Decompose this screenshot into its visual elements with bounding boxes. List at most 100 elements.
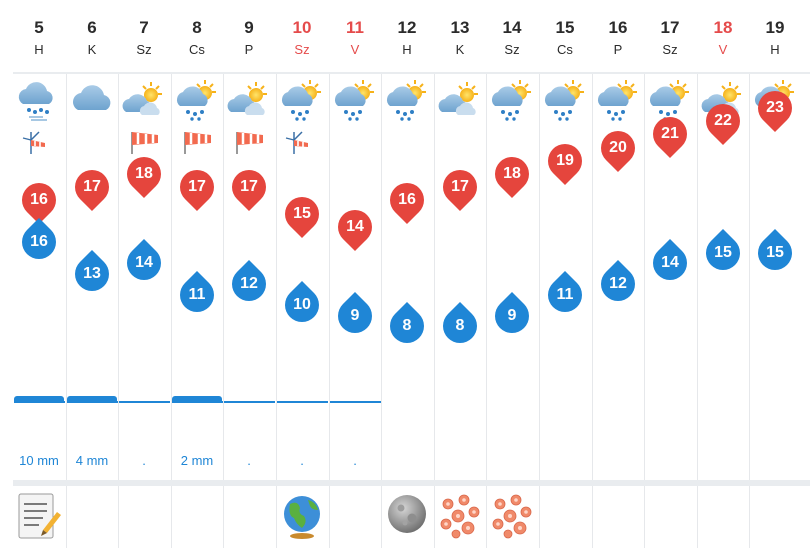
day-header[interactable]: 12 H <box>381 0 433 72</box>
sun-cloud-rain-icon <box>329 74 381 126</box>
day-column[interactable]: 20 12 <box>592 74 644 548</box>
day-column[interactable]: 17 12. <box>223 74 275 548</box>
wind-vane-icon <box>276 126 328 156</box>
max-temp-value: 23 <box>766 99 784 116</box>
windsock-icon <box>223 126 275 156</box>
globe-icon <box>276 490 328 542</box>
day-column[interactable]: 19 11 <box>539 74 591 548</box>
moon-icon <box>381 490 433 542</box>
day-column[interactable]: 17 11 2 mm <box>171 74 223 548</box>
precipitation-bar <box>67 396 117 402</box>
day-column[interactable]: 22 15 <box>697 74 749 548</box>
windsock-icon <box>171 126 223 156</box>
max-temp-value: 20 <box>609 138 627 156</box>
day-name: H <box>34 42 44 57</box>
max-temp-value: 17 <box>83 178 101 196</box>
day-number: 11 <box>346 18 364 37</box>
day-name: Sz <box>504 42 520 57</box>
max-temp-value: 17 <box>188 178 206 196</box>
precipitation-baseline <box>330 401 381 403</box>
precipitation-amount: 2 mm <box>180 453 214 468</box>
day-number: 18 <box>713 18 733 37</box>
sun-cloud-rain-icon <box>171 74 223 126</box>
day-number: 19 <box>765 18 785 37</box>
day-name: K <box>455 42 465 57</box>
day-column[interactable]: 16 16 10 mm <box>13 74 65 548</box>
column-divider <box>381 74 382 548</box>
day-header[interactable]: 14 Sz <box>486 0 538 72</box>
min-temp-value: 9 <box>507 306 517 324</box>
column-divider <box>697 74 698 548</box>
day-header[interactable]: 7 Sz <box>118 0 170 72</box>
precipitation-amount: . <box>353 453 357 468</box>
day-column[interactable]: 18 9 <box>486 74 538 548</box>
precipitation-amount: . <box>142 453 146 468</box>
precipitation-amount: . <box>300 453 304 468</box>
precipitation-amount: 4 mm <box>75 453 109 468</box>
min-temp-value: 8 <box>402 317 412 334</box>
day-column[interactable]: 17 8 <box>434 74 486 548</box>
day-header[interactable]: 15 Cs <box>539 0 591 72</box>
day-header[interactable]: 8 Cs <box>171 0 223 72</box>
min-temp-value: 14 <box>135 254 153 271</box>
precipitation-amount: . <box>247 453 251 468</box>
precipitation-baseline <box>277 401 328 403</box>
min-temp-value: 10 <box>293 296 311 313</box>
day-header[interactable]: 13 K <box>434 0 486 72</box>
partly-cloudy-icon <box>223 74 275 126</box>
sun-cloud-rain-icon <box>381 74 433 126</box>
day-header[interactable]: 17 Sz <box>644 0 696 72</box>
partly-cloudy-icon <box>118 74 170 126</box>
column-divider <box>644 74 645 548</box>
rain-cloud-icon <box>13 74 65 126</box>
day-name: H <box>402 42 412 57</box>
min-temp-value: 13 <box>83 264 101 282</box>
min-temp-value: 16 <box>30 233 48 250</box>
max-temp-value: 19 <box>556 151 574 169</box>
day-number: 14 <box>502 18 522 37</box>
day-number: 10 <box>292 18 312 37</box>
day-column[interactable]: 18 14. <box>118 74 170 548</box>
day-name: H <box>770 42 780 57</box>
flower-icon <box>434 490 486 542</box>
footer-divider <box>13 480 810 486</box>
max-temp-value: 18 <box>503 165 521 182</box>
notepad-icon[interactable] <box>13 490 65 542</box>
day-header[interactable]: 16 P <box>592 0 644 72</box>
day-name: K <box>87 42 97 57</box>
precipitation-baseline <box>224 401 275 403</box>
day-name: V <box>718 42 728 57</box>
sun-cloud-rain-icon <box>486 74 538 126</box>
day-column[interactable]: 14 9. <box>329 74 381 548</box>
max-temp-value: 16 <box>398 191 416 209</box>
day-column[interactable]: 23 15 <box>749 74 801 548</box>
day-header[interactable]: 18 V <box>697 0 749 72</box>
day-name: Cs <box>189 42 205 57</box>
min-temp-value: 14 <box>661 254 679 271</box>
column-divider <box>749 74 750 548</box>
min-temp-value: 12 <box>240 275 258 292</box>
day-column[interactable]: 16 8 <box>381 74 433 548</box>
day-column[interactable]: 17 13 4 mm <box>66 74 118 548</box>
day-number: 13 <box>450 18 470 37</box>
column-divider <box>486 74 487 548</box>
day-header[interactable]: 19 H <box>749 0 801 72</box>
day-column[interactable]: 21 14 <box>644 74 696 548</box>
day-column[interactable]: 15 10. <box>276 74 328 548</box>
day-header[interactable]: 11 V <box>329 0 381 72</box>
day-name: Sz <box>294 42 310 57</box>
day-name: Sz <box>136 42 152 57</box>
min-temp-value: 8 <box>455 317 465 334</box>
column-divider <box>329 74 330 548</box>
day-number: 12 <box>397 18 417 37</box>
partly-cloudy-icon <box>434 74 486 126</box>
day-name: Sz <box>662 42 678 57</box>
day-header[interactable]: 10 Sz <box>276 0 328 72</box>
column-divider <box>223 74 224 548</box>
day-number: 9 <box>244 18 254 37</box>
day-number: 5 <box>34 18 44 37</box>
